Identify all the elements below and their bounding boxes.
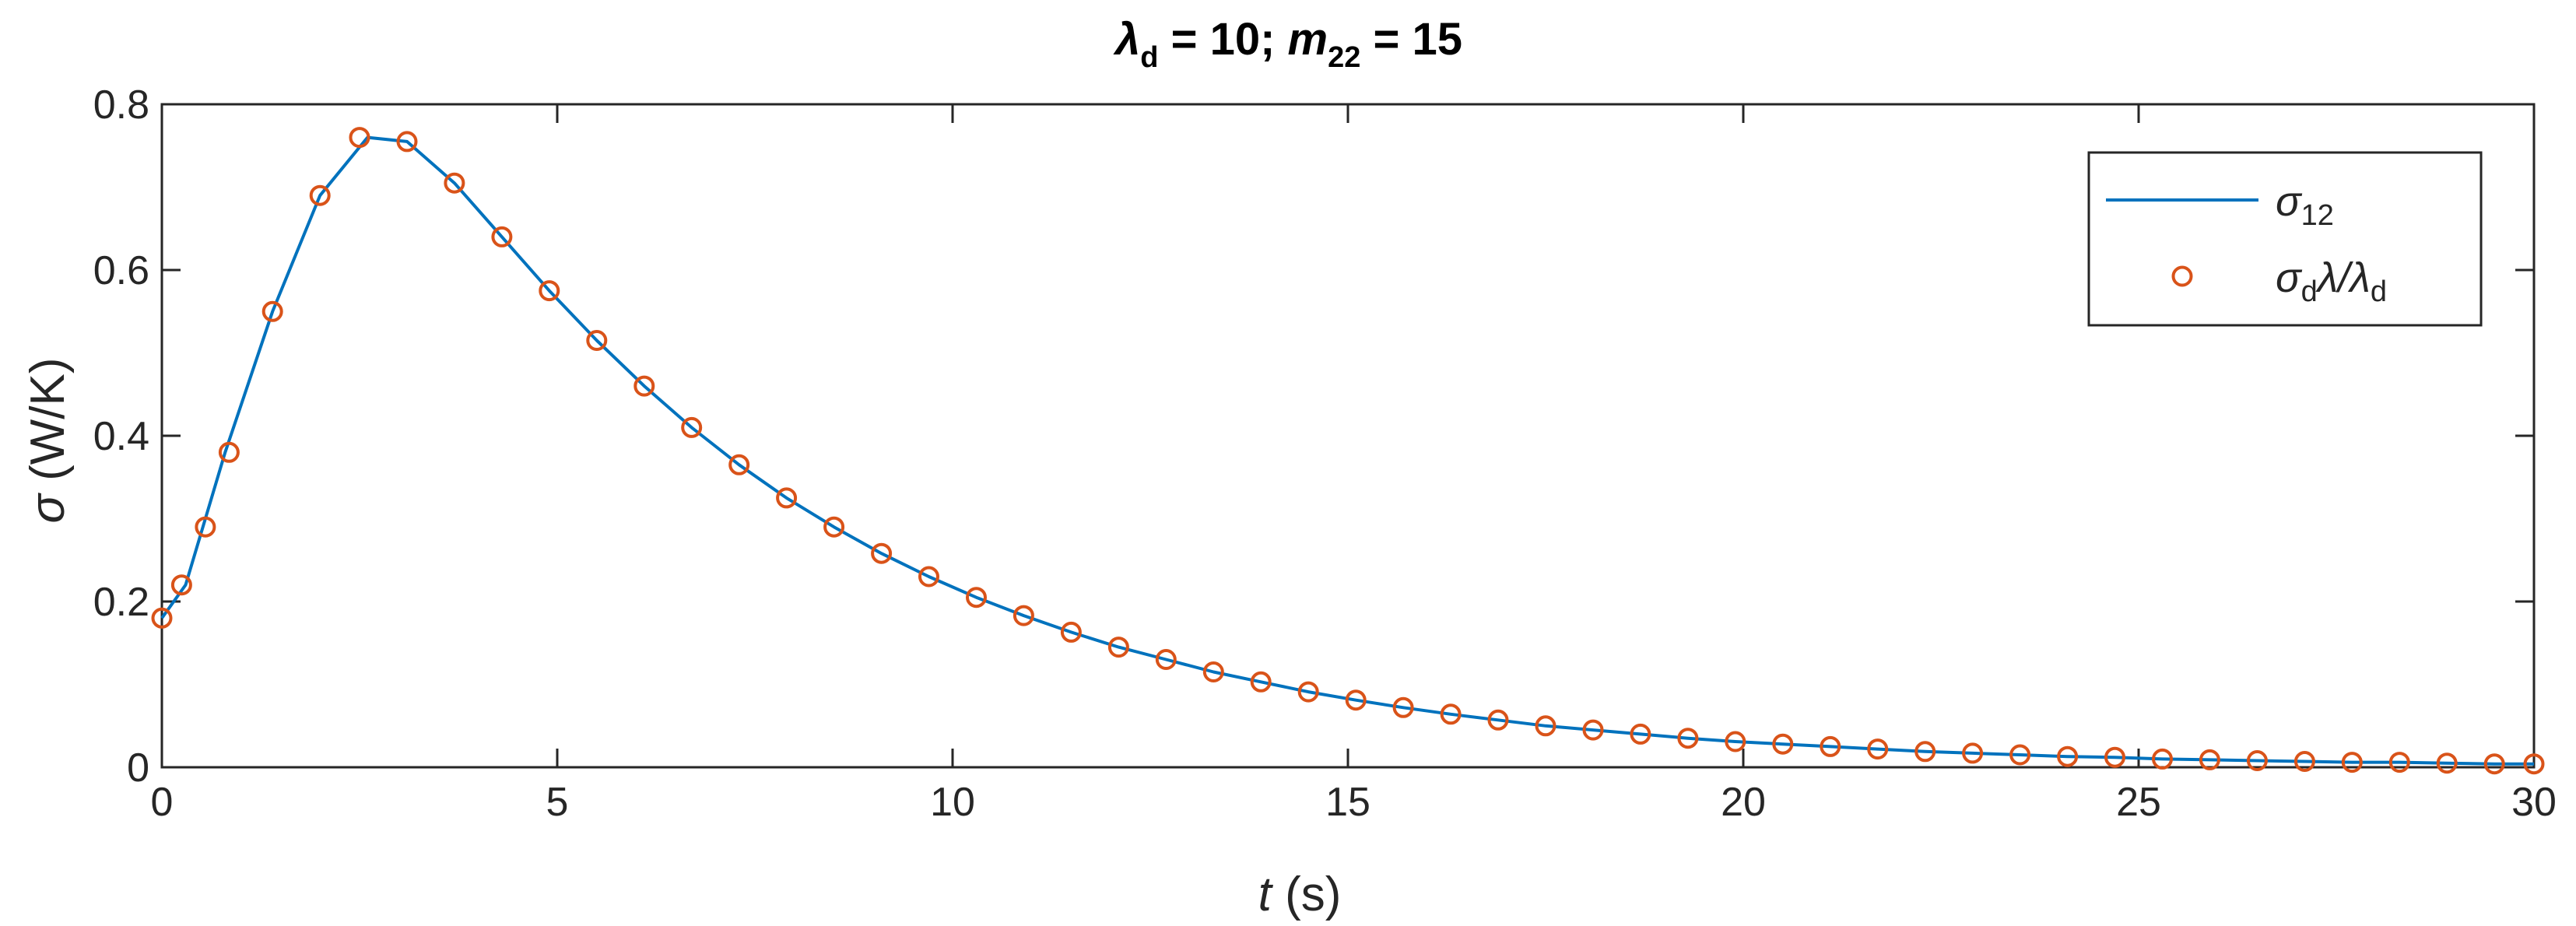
data-point-marker	[966, 587, 987, 609]
legend-item-sigma12-main: σ	[2276, 178, 2303, 225]
data-point-marker	[1630, 723, 1651, 745]
data-point-marker	[2341, 752, 2363, 773]
title-lambda: λ	[1113, 14, 1140, 65]
series-layer	[151, 127, 2545, 775]
data-point-marker	[170, 574, 192, 596]
data-point-marker	[2199, 749, 2220, 770]
legend-item-sigmad-after: λ/λ	[2315, 254, 2371, 301]
data-point-marker	[349, 127, 370, 149]
legend-box	[2087, 151, 2483, 327]
data-point-marker	[2152, 748, 2173, 770]
data-point-marker	[1772, 733, 1794, 755]
legend-item-sigmad-main: σ	[2276, 254, 2303, 301]
series-line-sigma12	[160, 135, 2534, 766]
data-point-marker	[1013, 605, 1034, 626]
data-point-marker	[2293, 751, 2315, 772]
x-tick-label: 0	[151, 780, 174, 825]
data-point-marker	[918, 566, 939, 588]
legend-item-sigma12-sub: 12	[2301, 199, 2334, 232]
title-lambda-sub: d	[1140, 41, 1158, 74]
data-point-marker	[1060, 621, 1082, 643]
data-point-marker	[195, 516, 216, 538]
y-axis-label: σ (W/K)	[21, 357, 75, 523]
data-point-marker	[2104, 746, 2125, 768]
x-tick-label: 20	[1721, 780, 1766, 825]
data-point-marker	[586, 330, 608, 351]
data-point-marker	[1297, 681, 1319, 703]
legend-marker-swatch	[2171, 265, 2193, 287]
legend-item-sigmad-sub: d	[2301, 275, 2318, 308]
data-point-marker	[491, 226, 513, 247]
data-point-marker	[1962, 742, 1984, 764]
title-m-sub: 22	[1328, 41, 1360, 74]
data-point-marker	[261, 300, 283, 322]
data-point-marker	[1725, 731, 1746, 752]
data-point-marker	[218, 441, 240, 463]
data-point-marker	[1202, 661, 1224, 682]
chart-title: λd = 10; m22 = 15	[1113, 14, 1462, 74]
data-point-marker	[871, 542, 893, 564]
x-tick-label: 25	[2116, 780, 2161, 825]
data-point-marker	[2057, 745, 2079, 767]
data-point-marker	[776, 487, 798, 509]
x-tick-labels: 0 5 10 15 20 25 30	[151, 780, 2557, 825]
title-m: m	[1288, 14, 1328, 65]
data-point-marker	[1392, 696, 1414, 718]
y-tick-label: 0.6	[93, 248, 149, 293]
y-tick-label: 0.4	[93, 414, 149, 459]
title-eq2: = 15	[1360, 14, 1462, 65]
x-tick-label: 10	[930, 780, 975, 825]
y-tick-labels: 0 0.2 0.4 0.6 0.8	[93, 82, 149, 791]
data-point-marker	[539, 280, 560, 302]
legend-item-sigmad: σdλ/λd	[2276, 254, 2387, 308]
x-axis-var: t	[1258, 868, 1274, 921]
x-axis-unit: (s)	[1272, 868, 1342, 921]
x-tick-label: 5	[546, 780, 569, 825]
y-axis-unit: (W/K)	[21, 357, 75, 494]
data-point-marker	[823, 516, 845, 538]
data-point-marker	[633, 375, 655, 397]
data-point-marker	[1155, 649, 1177, 670]
data-point-marker	[309, 184, 331, 206]
y-axis-var: σ	[21, 493, 75, 524]
x-tick-label: 15	[1325, 780, 1370, 825]
data-point-marker	[1107, 637, 1129, 658]
legend-item-sigmad-sub2: d	[2371, 275, 2387, 308]
data-point-marker	[2388, 752, 2410, 773]
data-point-marker	[1250, 671, 1272, 693]
data-point-marker	[1677, 728, 1699, 749]
x-tick-label: 30	[2511, 780, 2557, 825]
data-point-marker	[1914, 741, 1936, 763]
data-point-marker	[1345, 689, 1367, 711]
y-tick-label: 0.8	[93, 82, 149, 128]
y-tick-label: 0.2	[93, 580, 149, 625]
x-ticks	[160, 104, 2536, 767]
x-axis-label: t (s)	[1258, 868, 1342, 921]
data-point-marker	[2436, 752, 2458, 774]
data-point-marker	[1820, 735, 1841, 757]
legend-item-sigma12: σ12	[2276, 178, 2334, 232]
title-eq1: = 10;	[1158, 14, 1287, 65]
data-point-marker	[2483, 753, 2505, 775]
data-point-marker	[1867, 738, 1889, 760]
data-point-marker	[444, 172, 465, 194]
data-point-marker	[2523, 753, 2545, 775]
data-point-marker	[2246, 750, 2268, 771]
data-point-marker	[728, 454, 750, 475]
legend: σ12 σdλ/λd	[2087, 151, 2483, 327]
data-point-marker	[681, 416, 703, 438]
data-point-marker	[2009, 744, 2031, 766]
data-point-marker	[1440, 703, 1462, 725]
data-point-marker	[1487, 709, 1509, 731]
data-point-marker	[1582, 719, 1604, 741]
data-point-marker	[396, 131, 418, 153]
y-tick-label: 0	[127, 745, 149, 791]
data-point-marker	[151, 607, 173, 629]
data-point-marker	[1535, 715, 1556, 737]
